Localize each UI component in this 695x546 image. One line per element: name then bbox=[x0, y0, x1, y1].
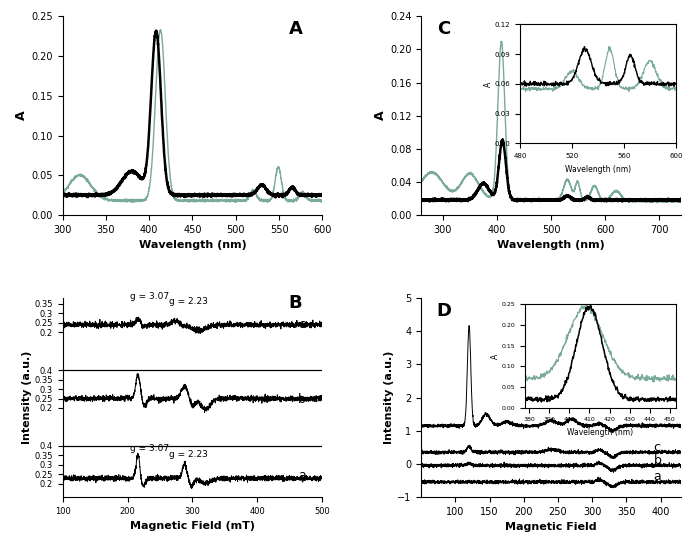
X-axis label: Magnetic Field (mT): Magnetic Field (mT) bbox=[130, 521, 255, 531]
Text: b: b bbox=[297, 393, 306, 406]
Text: c: c bbox=[654, 441, 661, 454]
Text: g = 3.07: g = 3.07 bbox=[130, 292, 170, 301]
Text: D: D bbox=[436, 302, 452, 320]
Text: a: a bbox=[654, 470, 662, 483]
Text: b: b bbox=[654, 454, 662, 467]
Text: c: c bbox=[297, 318, 304, 331]
Text: C: C bbox=[436, 20, 450, 38]
Text: g = 2.23: g = 2.23 bbox=[169, 450, 208, 459]
X-axis label: Magnetic Field: Magnetic Field bbox=[505, 522, 597, 532]
Text: a: a bbox=[297, 469, 306, 482]
Text: B: B bbox=[288, 294, 302, 312]
Y-axis label: Intensity (a.u.): Intensity (a.u.) bbox=[384, 351, 395, 444]
Y-axis label: A: A bbox=[374, 111, 387, 121]
X-axis label: Wavelength (nm): Wavelength (nm) bbox=[138, 240, 246, 250]
Text: g = 3.07: g = 3.07 bbox=[130, 443, 170, 453]
Text: g = 2.23: g = 2.23 bbox=[169, 298, 208, 306]
X-axis label: Wavelength (nm): Wavelength (nm) bbox=[498, 240, 605, 250]
Y-axis label: Intensity (a.u.): Intensity (a.u.) bbox=[22, 351, 31, 444]
Text: A: A bbox=[288, 20, 302, 38]
Y-axis label: A: A bbox=[15, 111, 28, 121]
Text: d: d bbox=[640, 397, 648, 411]
